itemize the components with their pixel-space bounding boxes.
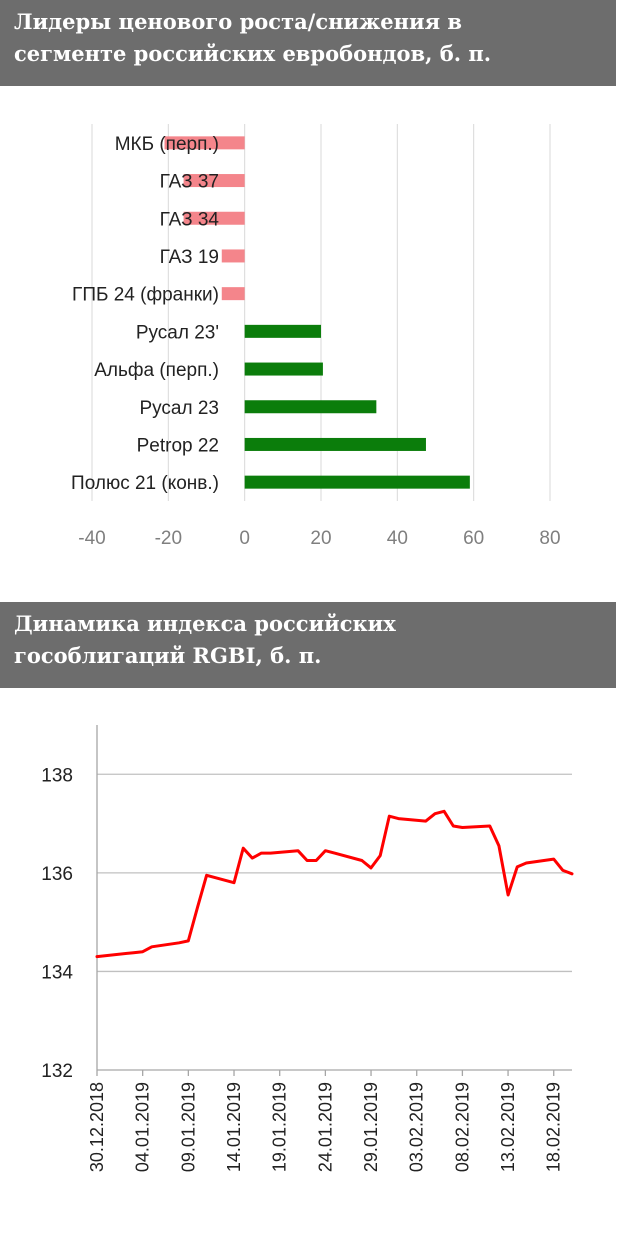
- bar-6: [244, 362, 323, 376]
- rgbi-index-chart: 132 134 136 138 30.12.2018 04.01.2019 09.01.20…: [41, 725, 574, 1172]
- category-label-0: МКБ (перп.): [115, 134, 219, 155]
- bar-3: [221, 249, 245, 263]
- category-label-9: Полюс 21 (конв.): [71, 473, 219, 494]
- bar-7: [244, 400, 377, 414]
- bar-2: [183, 211, 245, 225]
- x-tick-label-4: 40: [387, 528, 408, 549]
- chart-2-title-line-1: Динамика индекса российских: [14, 611, 396, 636]
- y-tick-label-2: 136: [41, 864, 73, 885]
- chart-2-header: Динамика индекса российских гособлигаций…: [0, 602, 616, 688]
- chart-2-title-line-2: гособлигаций RGBI, б. п.: [14, 643, 322, 668]
- x-tick-label-1: -20: [155, 528, 182, 549]
- chart-1-title-line-1: Лидеры ценового роста/снижения в: [14, 9, 463, 34]
- y-tick-label-0: 132: [41, 1061, 73, 1082]
- category-label-7: Русал 23: [139, 398, 219, 419]
- bar-0: [164, 136, 245, 150]
- bar-1: [183, 174, 245, 188]
- bar-5: [244, 324, 321, 338]
- category-label-6: Альфа (перп.): [94, 360, 219, 381]
- category-label-5: Русал 23': [136, 322, 219, 343]
- x-tick-label-0: -40: [78, 528, 105, 549]
- x-tick-label-7: 03.02.2019: [407, 1082, 427, 1172]
- x-tick-label-6: 29.01.2019: [361, 1082, 381, 1172]
- category-label-4: ГПБ 24 (франки): [72, 285, 219, 306]
- x-tick-label-3: 14.01.2019: [224, 1082, 244, 1172]
- y-tick-label-1: 134: [41, 962, 73, 983]
- x-tick-label-2: 09.01.2019: [178, 1082, 198, 1172]
- x-tick-label-2: 0: [239, 528, 250, 549]
- chart-1-header: Лидеры ценового роста/снижения в сегмент…: [0, 0, 616, 86]
- category-label-1: ГАЗ 37: [160, 172, 219, 193]
- category-label-8: Petrop 22: [137, 435, 219, 456]
- bar-9: [244, 475, 470, 489]
- x-tick-label-9: 13.02.2019: [498, 1082, 518, 1172]
- x-tick-label-6: 80: [539, 528, 560, 549]
- x-tick-label-10: 18.02.2019: [544, 1082, 564, 1172]
- eurobond-leaders-chart: -40 -20 0 20 40 60 80 МКБ (перп.) ГАЗ 37 ГАЗ 34 ГА…: [71, 124, 561, 549]
- x-tick-label-1: 04.01.2019: [133, 1082, 153, 1172]
- x-tick-label-5: 24.01.2019: [315, 1082, 335, 1172]
- category-label-3: ГАЗ 19: [160, 247, 219, 268]
- bar-4: [221, 287, 245, 301]
- category-label-2: ГАЗ 34: [160, 209, 220, 230]
- bar-8: [244, 437, 426, 451]
- x-tick-label-3: 20: [310, 528, 331, 549]
- x-tick-label-0: 30.12.2018: [87, 1082, 107, 1172]
- y-tick-label-3: 138: [41, 765, 73, 786]
- rgbi-line: [95, 809, 574, 959]
- x-tick-label-4: 19.01.2019: [270, 1082, 290, 1172]
- x-tick-label-8: 08.02.2019: [452, 1082, 472, 1172]
- x-tick-label-5: 60: [463, 528, 484, 549]
- chart-1-title-line-2: сегменте российских евробондов, б. п.: [14, 41, 492, 66]
